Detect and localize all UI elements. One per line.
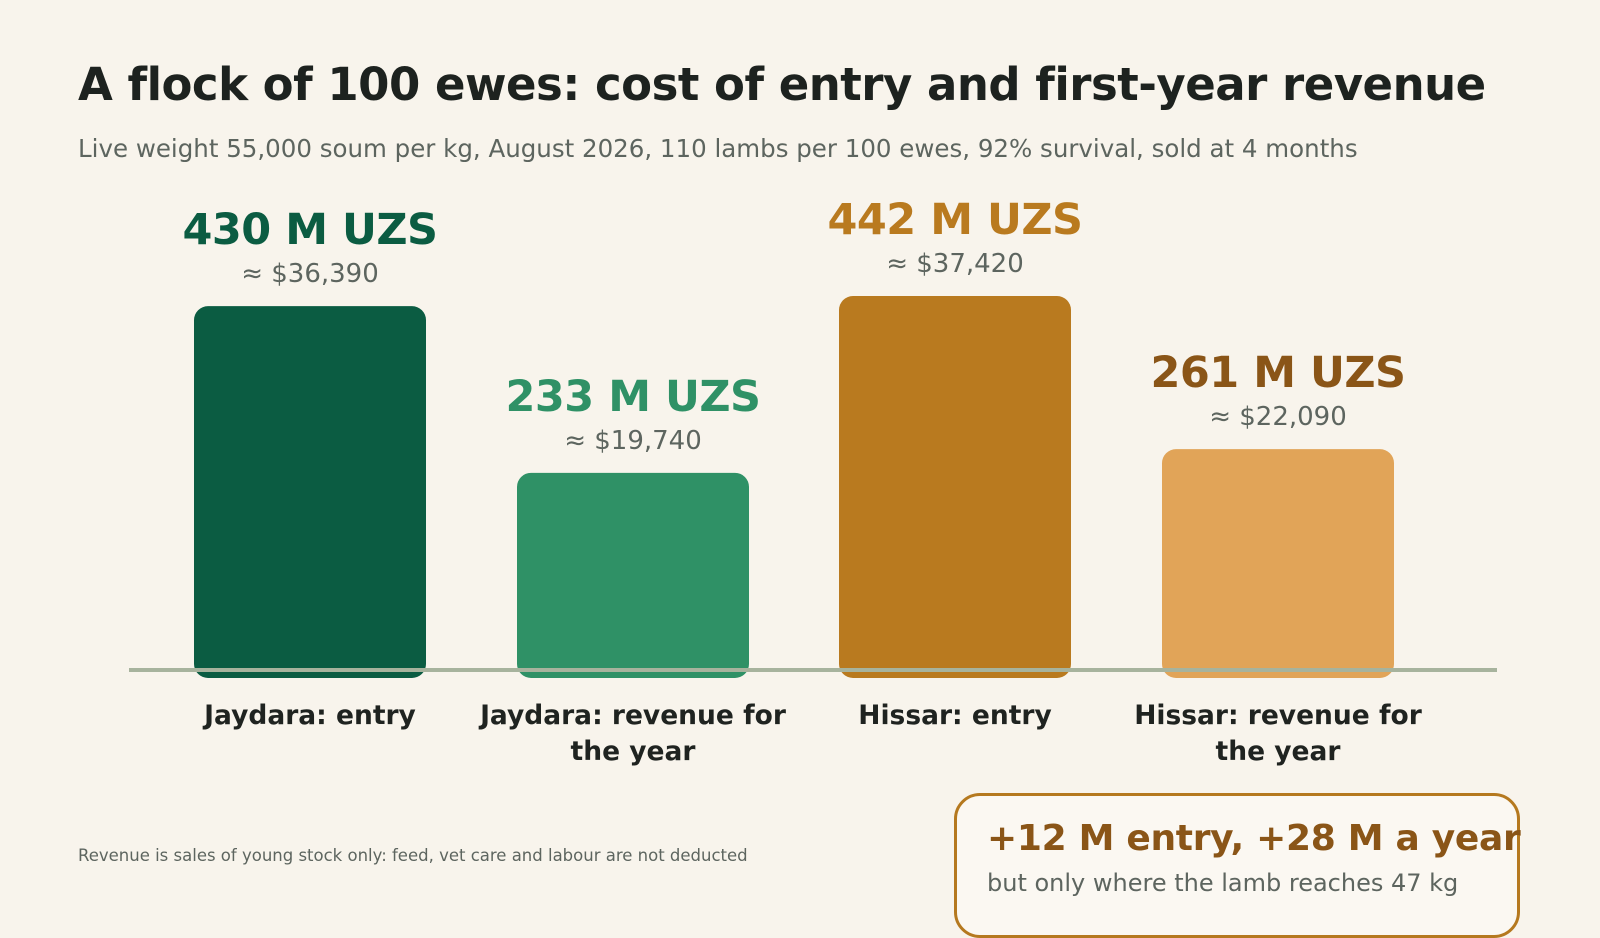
category-label-jaydara-entry: Jaydara: entry [202, 700, 416, 731]
callout-subtext: but only where the lamb reaches 47 kg [987, 869, 1459, 897]
page-subtitle: Live weight 55,000 soum per kg, August 2… [78, 134, 1358, 163]
category-label-hissar-revenue: the year [1216, 736, 1341, 767]
bar-jaydara-revenue [517, 472, 749, 678]
callout-headline: +12 M entry, +28 M a year [987, 818, 1521, 859]
bar-chart: 430 M UZS ≈ $36,390 Jaydara: entry 233 M UZ… [129, 195, 1497, 767]
chart-baseline [129, 668, 1497, 672]
bar-hissar-revenue [1162, 449, 1394, 678]
value-label-hissar-revenue: 261 M UZS [1150, 348, 1405, 398]
usd-label-jaydara-entry: ≈ $36,390 [241, 259, 379, 289]
callout-box: +12 M entry, +28 M a year but only where… [954, 793, 1521, 938]
bar-hissar-entry [839, 296, 1071, 678]
category-label-hissar-entry: Hissar: entry [858, 700, 1051, 731]
footnote: Revenue is sales of young stock only: fe… [78, 846, 748, 865]
category-label-jaydara-revenue: Jaydara: revenue for [478, 700, 786, 731]
usd-label-hissar-entry: ≈ $37,420 [886, 249, 1024, 279]
value-label-jaydara-entry: 430 M UZS [182, 205, 437, 255]
category-label-jaydara-revenue: the year [571, 736, 696, 767]
usd-label-hissar-revenue: ≈ $22,090 [1209, 402, 1347, 432]
page-title: A flock of 100 ewes: cost of entry and f… [78, 58, 1486, 111]
value-label-hissar-entry: 442 M UZS [827, 195, 1082, 245]
bar-jaydara-entry [194, 306, 426, 678]
category-label-hissar-revenue: Hissar: revenue for [1134, 700, 1422, 731]
usd-label-jaydara-revenue: ≈ $19,740 [564, 426, 702, 456]
value-label-jaydara-revenue: 233 M UZS [505, 372, 760, 422]
